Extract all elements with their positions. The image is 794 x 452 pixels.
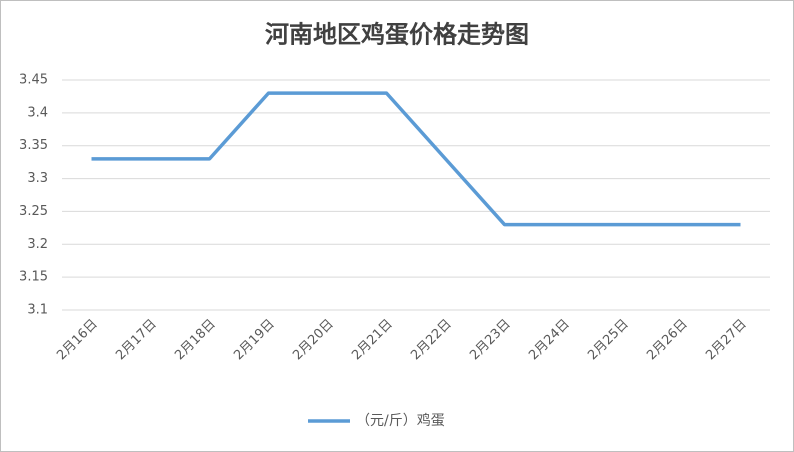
series-line: [91, 91, 741, 227]
chart-title: 河南地区鸡蛋价格走势图: [265, 20, 529, 49]
y-tick-label: 3.1: [27, 303, 48, 318]
legend-label: （元/斤）鸡蛋: [356, 412, 445, 429]
y-tick-label: 3.3: [27, 171, 48, 186]
y-tick-label: 3.2: [27, 237, 48, 252]
y-tick-label: 3.25: [19, 204, 48, 219]
y-tick-label: 3.15: [19, 270, 48, 285]
y-tick-label: 3.4: [27, 105, 48, 120]
y-tick-label: 3.45: [19, 73, 48, 88]
y-tick-label: 3.35: [19, 138, 48, 153]
